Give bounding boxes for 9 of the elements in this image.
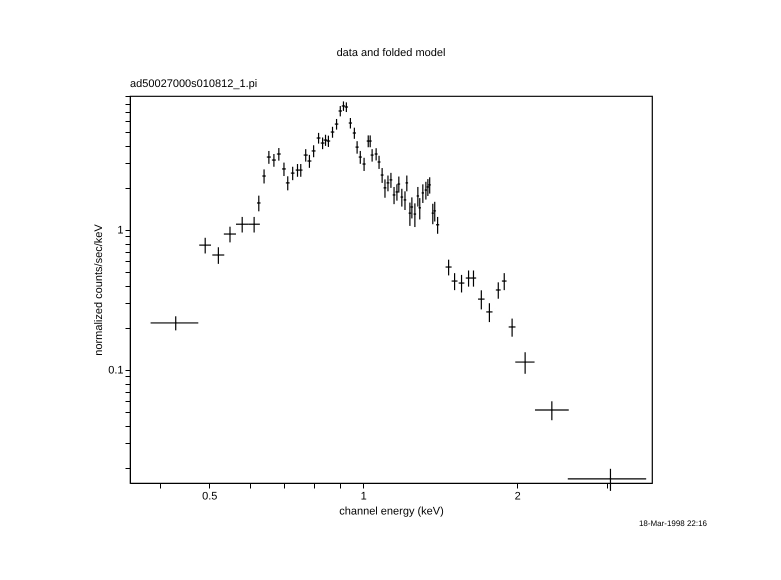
y-axis-title: normalized counts/sec/keV — [93, 224, 106, 356]
chart-title: data and folded model — [336, 47, 446, 59]
x-tick-label: 2 — [514, 490, 521, 502]
x-tick-label: 0.5 — [202, 490, 218, 502]
text: 18-Mar-1998 22:16 — [638, 519, 708, 528]
y-tick-label: 0.1 — [108, 364, 124, 377]
x-tick-label: 1 — [360, 490, 367, 502]
text: ad50027000s010812_1.pi — [130, 78, 258, 90]
x-axis-title: channel energy (keV) — [339, 506, 444, 518]
